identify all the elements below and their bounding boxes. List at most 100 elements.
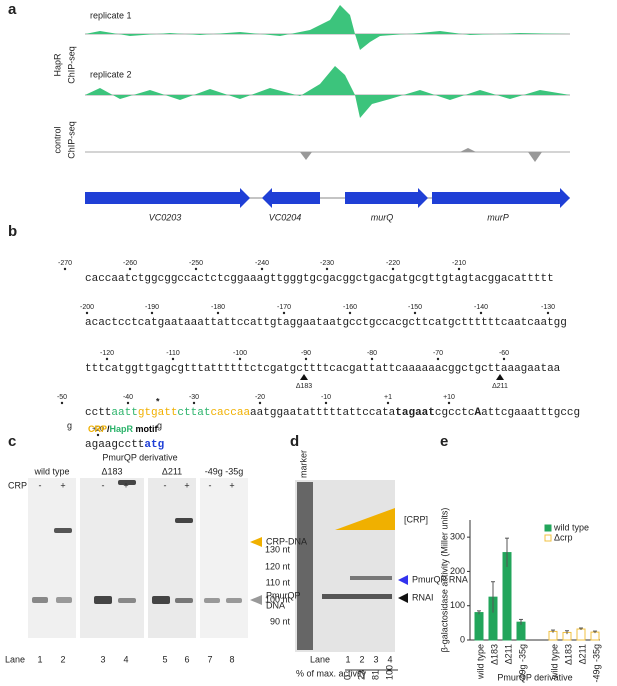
crp-sign: +: [123, 480, 128, 490]
crp-label: [CRP]: [404, 514, 428, 524]
sequence-segment: tagaat: [395, 407, 435, 419]
mutation: g: [67, 420, 72, 430]
crp-sign: +: [184, 480, 189, 490]
deletion-marker: [496, 374, 504, 380]
x-tick-label: Δ211: [577, 644, 587, 664]
position-dot: [63, 267, 67, 271]
asterisk: *: [156, 396, 160, 406]
position-label: -140: [474, 304, 488, 311]
position-label: -100: [233, 350, 247, 357]
band-label: CRP-DNA: [266, 536, 307, 546]
motif-part: motif: [133, 424, 158, 434]
band-label: PmurQP RNA: [412, 574, 468, 584]
label: HapR: [52, 53, 62, 77]
position-label: -90: [301, 350, 311, 357]
motif-part: /: [107, 424, 110, 434]
lane-number: 8: [229, 654, 234, 664]
position-label: -150: [408, 304, 422, 311]
sequence-segment: aatt: [111, 407, 137, 419]
sequence-segment: caccaa: [210, 407, 250, 419]
position-dot: [238, 357, 242, 361]
bar: [576, 628, 586, 641]
x-tick-label: -49g -35g: [591, 644, 601, 683]
gene-label: murQ: [371, 212, 394, 222]
label: control: [52, 126, 62, 153]
position-label: -190: [145, 304, 159, 311]
x-tick-label: wild type: [475, 644, 485, 680]
label: ChIP-seq: [66, 46, 76, 84]
deletion-marker: [300, 374, 308, 380]
position-label: +10: [443, 394, 455, 401]
label: ChIP-seq: [66, 121, 76, 159]
crp-sign: -: [164, 480, 167, 490]
position-dot: [546, 311, 550, 315]
group-label: Δ183: [101, 466, 122, 476]
position-label: -260: [123, 260, 137, 267]
position-dot: [304, 357, 308, 361]
panel-letter: d: [290, 433, 299, 450]
size-label: 90 nt: [270, 616, 291, 626]
lane-number: 4: [123, 654, 128, 664]
position-label: -10: [321, 394, 331, 401]
position-dot: [192, 401, 196, 405]
position-dot: [260, 267, 264, 271]
legend-swatch: [544, 534, 552, 542]
position-dot: [370, 357, 374, 361]
position-dot: [324, 401, 328, 405]
position-label: -110: [166, 350, 180, 357]
position-dot: [447, 401, 451, 405]
sequence-segment: A: [475, 407, 482, 419]
crp-sign: -: [102, 480, 105, 490]
position-dot: [128, 267, 132, 271]
position-label: -230: [320, 260, 334, 267]
position-label: -180: [211, 304, 225, 311]
sequence-line: caccaatctggcggccactctcggaaagttgggtgcgacg…: [85, 273, 554, 285]
lane-number: 6: [184, 654, 189, 664]
position-label: -220: [386, 260, 400, 267]
position-label: -240: [255, 260, 269, 267]
x-tick-label: Δ183: [563, 644, 573, 665]
band-label: DNA: [266, 600, 285, 610]
lane-number: 5: [162, 654, 167, 664]
position-label: -80: [367, 350, 377, 357]
size-label: 100 nt: [265, 594, 291, 604]
crp-sign: +: [229, 480, 234, 490]
band-label: RNAI: [412, 592, 434, 602]
y-axis-title: β-galactosidase activity (Miller units): [439, 508, 449, 653]
marker-label: marker: [298, 450, 308, 478]
position-dot: [60, 401, 64, 405]
x-tick-label: Δ183: [489, 644, 499, 665]
size-label: 130 nt: [265, 544, 291, 554]
position-dot: [325, 267, 329, 271]
motif-part: HapR: [110, 424, 134, 434]
position-label: -50: [57, 394, 67, 401]
sequence-line: ccttaattgtgattcttatcaccaaaatggaatattttta…: [85, 407, 580, 419]
lane-number: 3: [373, 654, 378, 664]
position-dot: [502, 357, 506, 361]
size-label: 120 nt: [265, 561, 291, 571]
panel-letter: b: [8, 223, 17, 240]
panel-title: PmurQP derivative: [102, 452, 177, 462]
deletion-label: Δ211: [492, 383, 508, 390]
position-dot: [479, 311, 483, 315]
activity-value: 100: [384, 665, 394, 680]
lane-label: Lane: [5, 654, 25, 664]
lane-number: 1: [37, 654, 42, 664]
position-label: -210: [452, 260, 466, 267]
position-label: -30: [189, 394, 199, 401]
y-tick-label: 0: [460, 634, 465, 644]
position-dot: [105, 357, 109, 361]
panel-letter: c: [8, 433, 16, 450]
bar: [474, 612, 484, 641]
sequence-segment: agaagcctt: [85, 439, 144, 451]
bar: [590, 631, 600, 641]
motif-label: CRP/HapR motif: [88, 424, 159, 434]
position-dot: [216, 311, 220, 315]
label: replicate 1: [90, 10, 132, 20]
sequence-segment: cctt: [85, 407, 111, 419]
position-dot: [457, 267, 461, 271]
gene-arrows: [85, 188, 570, 208]
position-dot: [436, 357, 440, 361]
y-tick-label: 200: [450, 566, 465, 576]
x-tick-label: -49g -35g: [517, 644, 527, 683]
